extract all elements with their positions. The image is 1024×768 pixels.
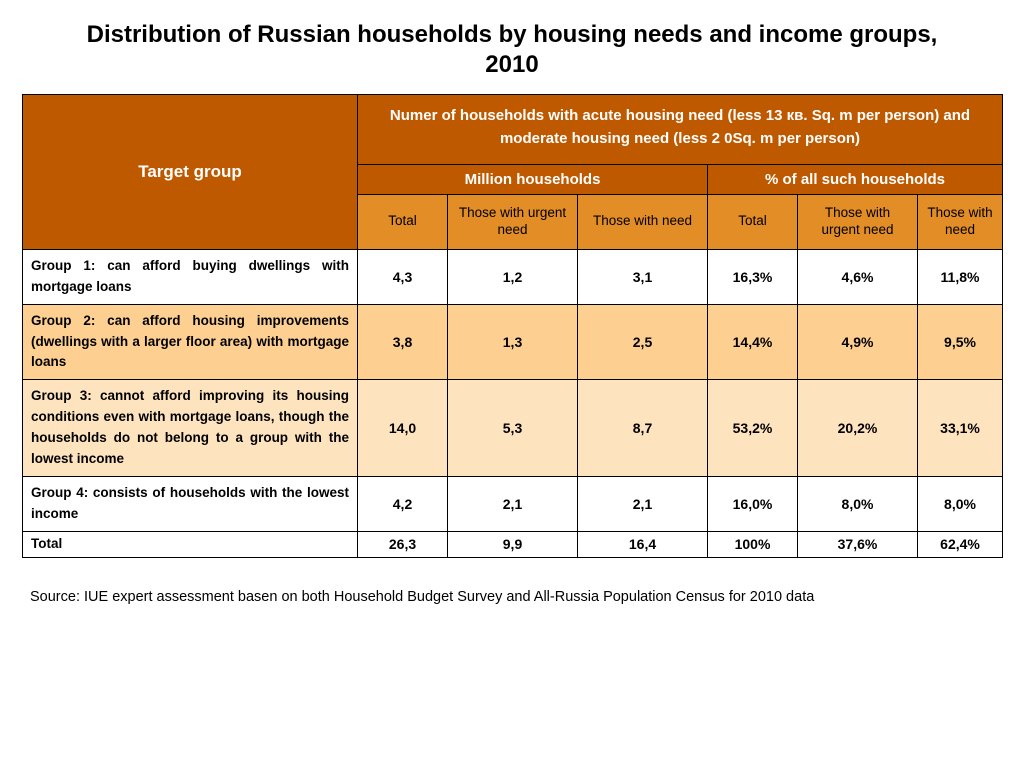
- table-row: Group 2: can afford housing improvements…: [23, 304, 1003, 380]
- row-label: Group 4: consists of households with the…: [23, 477, 358, 532]
- cell: 3,1: [578, 249, 708, 304]
- subheader-col-2: Those with need: [578, 195, 708, 250]
- row-label: Total: [23, 531, 358, 557]
- cell: 33,1%: [918, 380, 1003, 477]
- cell: 5,3: [448, 380, 578, 477]
- cell: 14,0: [358, 380, 448, 477]
- row-label: Group 1: can afford buying dwellings wit…: [23, 249, 358, 304]
- cell: 16,0%: [708, 477, 798, 532]
- subheader-col-1: Those with urgent need: [448, 195, 578, 250]
- cell: 2,1: [578, 477, 708, 532]
- cell: 16,3%: [708, 249, 798, 304]
- cell: 53,2%: [708, 380, 798, 477]
- cell: 2,1: [448, 477, 578, 532]
- header-target-group: Target group: [23, 95, 358, 250]
- cell: 8,0%: [918, 477, 1003, 532]
- cell: 62,4%: [918, 531, 1003, 557]
- cell: 14,4%: [708, 304, 798, 380]
- subheader-col-5: Those with need: [918, 195, 1003, 250]
- cell: 1,3: [448, 304, 578, 380]
- cell: 2,5: [578, 304, 708, 380]
- cell: 8,0%: [798, 477, 918, 532]
- page-title: Distribution of Russian households by ho…: [62, 20, 962, 80]
- cell: 37,6%: [798, 531, 918, 557]
- header-million-households: Million households: [358, 165, 708, 195]
- cell: 26,3: [358, 531, 448, 557]
- subheader-col-0: Total: [358, 195, 448, 250]
- cell: 9,9: [448, 531, 578, 557]
- header-top: Numer of households with acute housing n…: [358, 95, 1003, 165]
- header-percent-households: % of all such households: [708, 165, 1003, 195]
- row-label: Group 2: can afford housing improvements…: [23, 304, 358, 380]
- table-row: Total26,39,916,4100%37,6%62,4%: [23, 531, 1003, 557]
- table-row: Group 4: consists of households with the…: [23, 477, 1003, 532]
- cell: 4,3: [358, 249, 448, 304]
- cell: 4,2: [358, 477, 448, 532]
- table-row: Group 1: can afford buying dwellings wit…: [23, 249, 1003, 304]
- subheader-col-3: Total: [708, 195, 798, 250]
- cell: 1,2: [448, 249, 578, 304]
- source-note: Source: IUE expert assessment basen on b…: [30, 588, 890, 608]
- subheader-col-4: Those with urgent need: [798, 195, 918, 250]
- distribution-table: Target group Numer of households with ac…: [22, 94, 1003, 558]
- cell: 11,8%: [918, 249, 1003, 304]
- row-label: Group 3: cannot afford improving its hou…: [23, 380, 358, 477]
- cell: 8,7: [578, 380, 708, 477]
- table-row: Group 3: cannot afford improving its hou…: [23, 380, 1003, 477]
- cell: 100%: [708, 531, 798, 557]
- cell: 3,8: [358, 304, 448, 380]
- cell: 20,2%: [798, 380, 918, 477]
- cell: 9,5%: [918, 304, 1003, 380]
- cell: 4,9%: [798, 304, 918, 380]
- cell: 16,4: [578, 531, 708, 557]
- cell: 4,6%: [798, 249, 918, 304]
